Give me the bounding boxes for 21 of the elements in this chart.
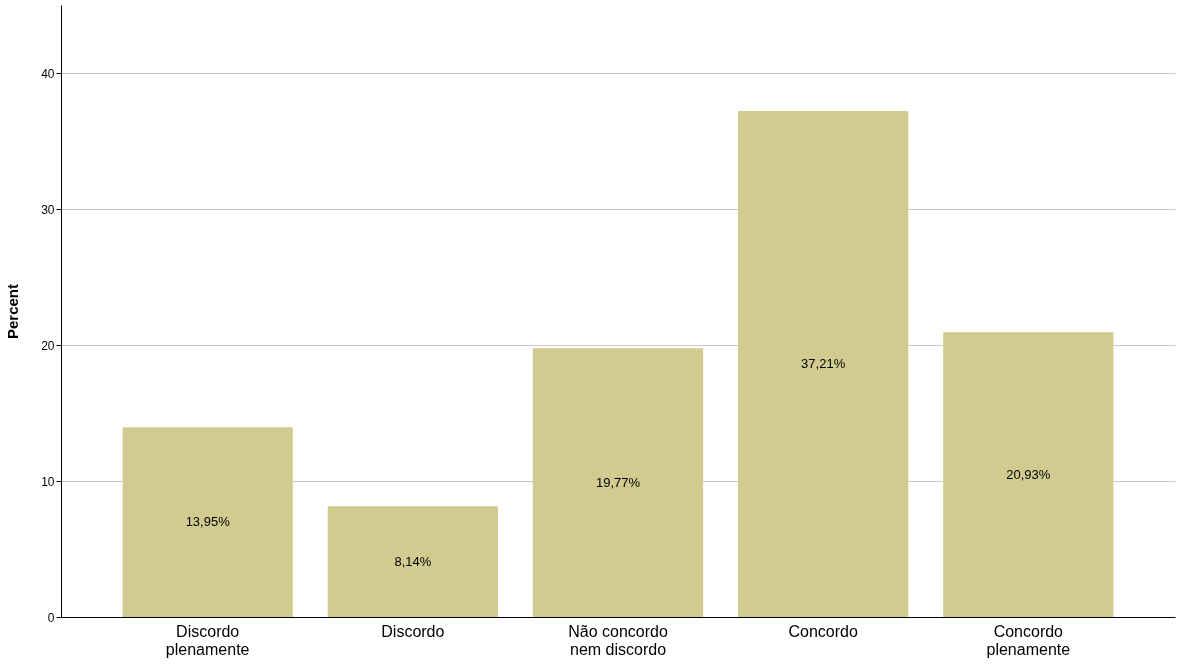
x-tick-label: Concordo	[788, 622, 858, 640]
y-axis-title: Percent	[4, 283, 22, 340]
y-tick-label: 10	[41, 474, 55, 489]
y-tick-label: 20	[41, 338, 55, 353]
bar	[532, 348, 704, 617]
data-label: 37,21%	[801, 355, 846, 371]
data-label: 20,93%	[1006, 466, 1051, 482]
data-label: 19,77%	[595, 474, 641, 490]
y-tick-label: 0	[47, 610, 55, 625]
x-tick-label: Discordo plenamente	[165, 622, 250, 658]
bar	[738, 110, 909, 617]
data-label: 8,14%	[394, 553, 432, 569]
bar	[943, 332, 1114, 617]
x-tick-label: Discordo	[381, 622, 445, 640]
bar	[327, 506, 498, 617]
x-tick-label: Concordo plenamente	[986, 622, 1071, 658]
y-tick-label: 40	[41, 66, 55, 81]
x-tick-label: Não concordo nem discordo	[568, 622, 668, 658]
data-label: 13,95%	[185, 514, 231, 530]
bar	[122, 427, 293, 617]
y-tick-label: 30	[41, 202, 55, 217]
